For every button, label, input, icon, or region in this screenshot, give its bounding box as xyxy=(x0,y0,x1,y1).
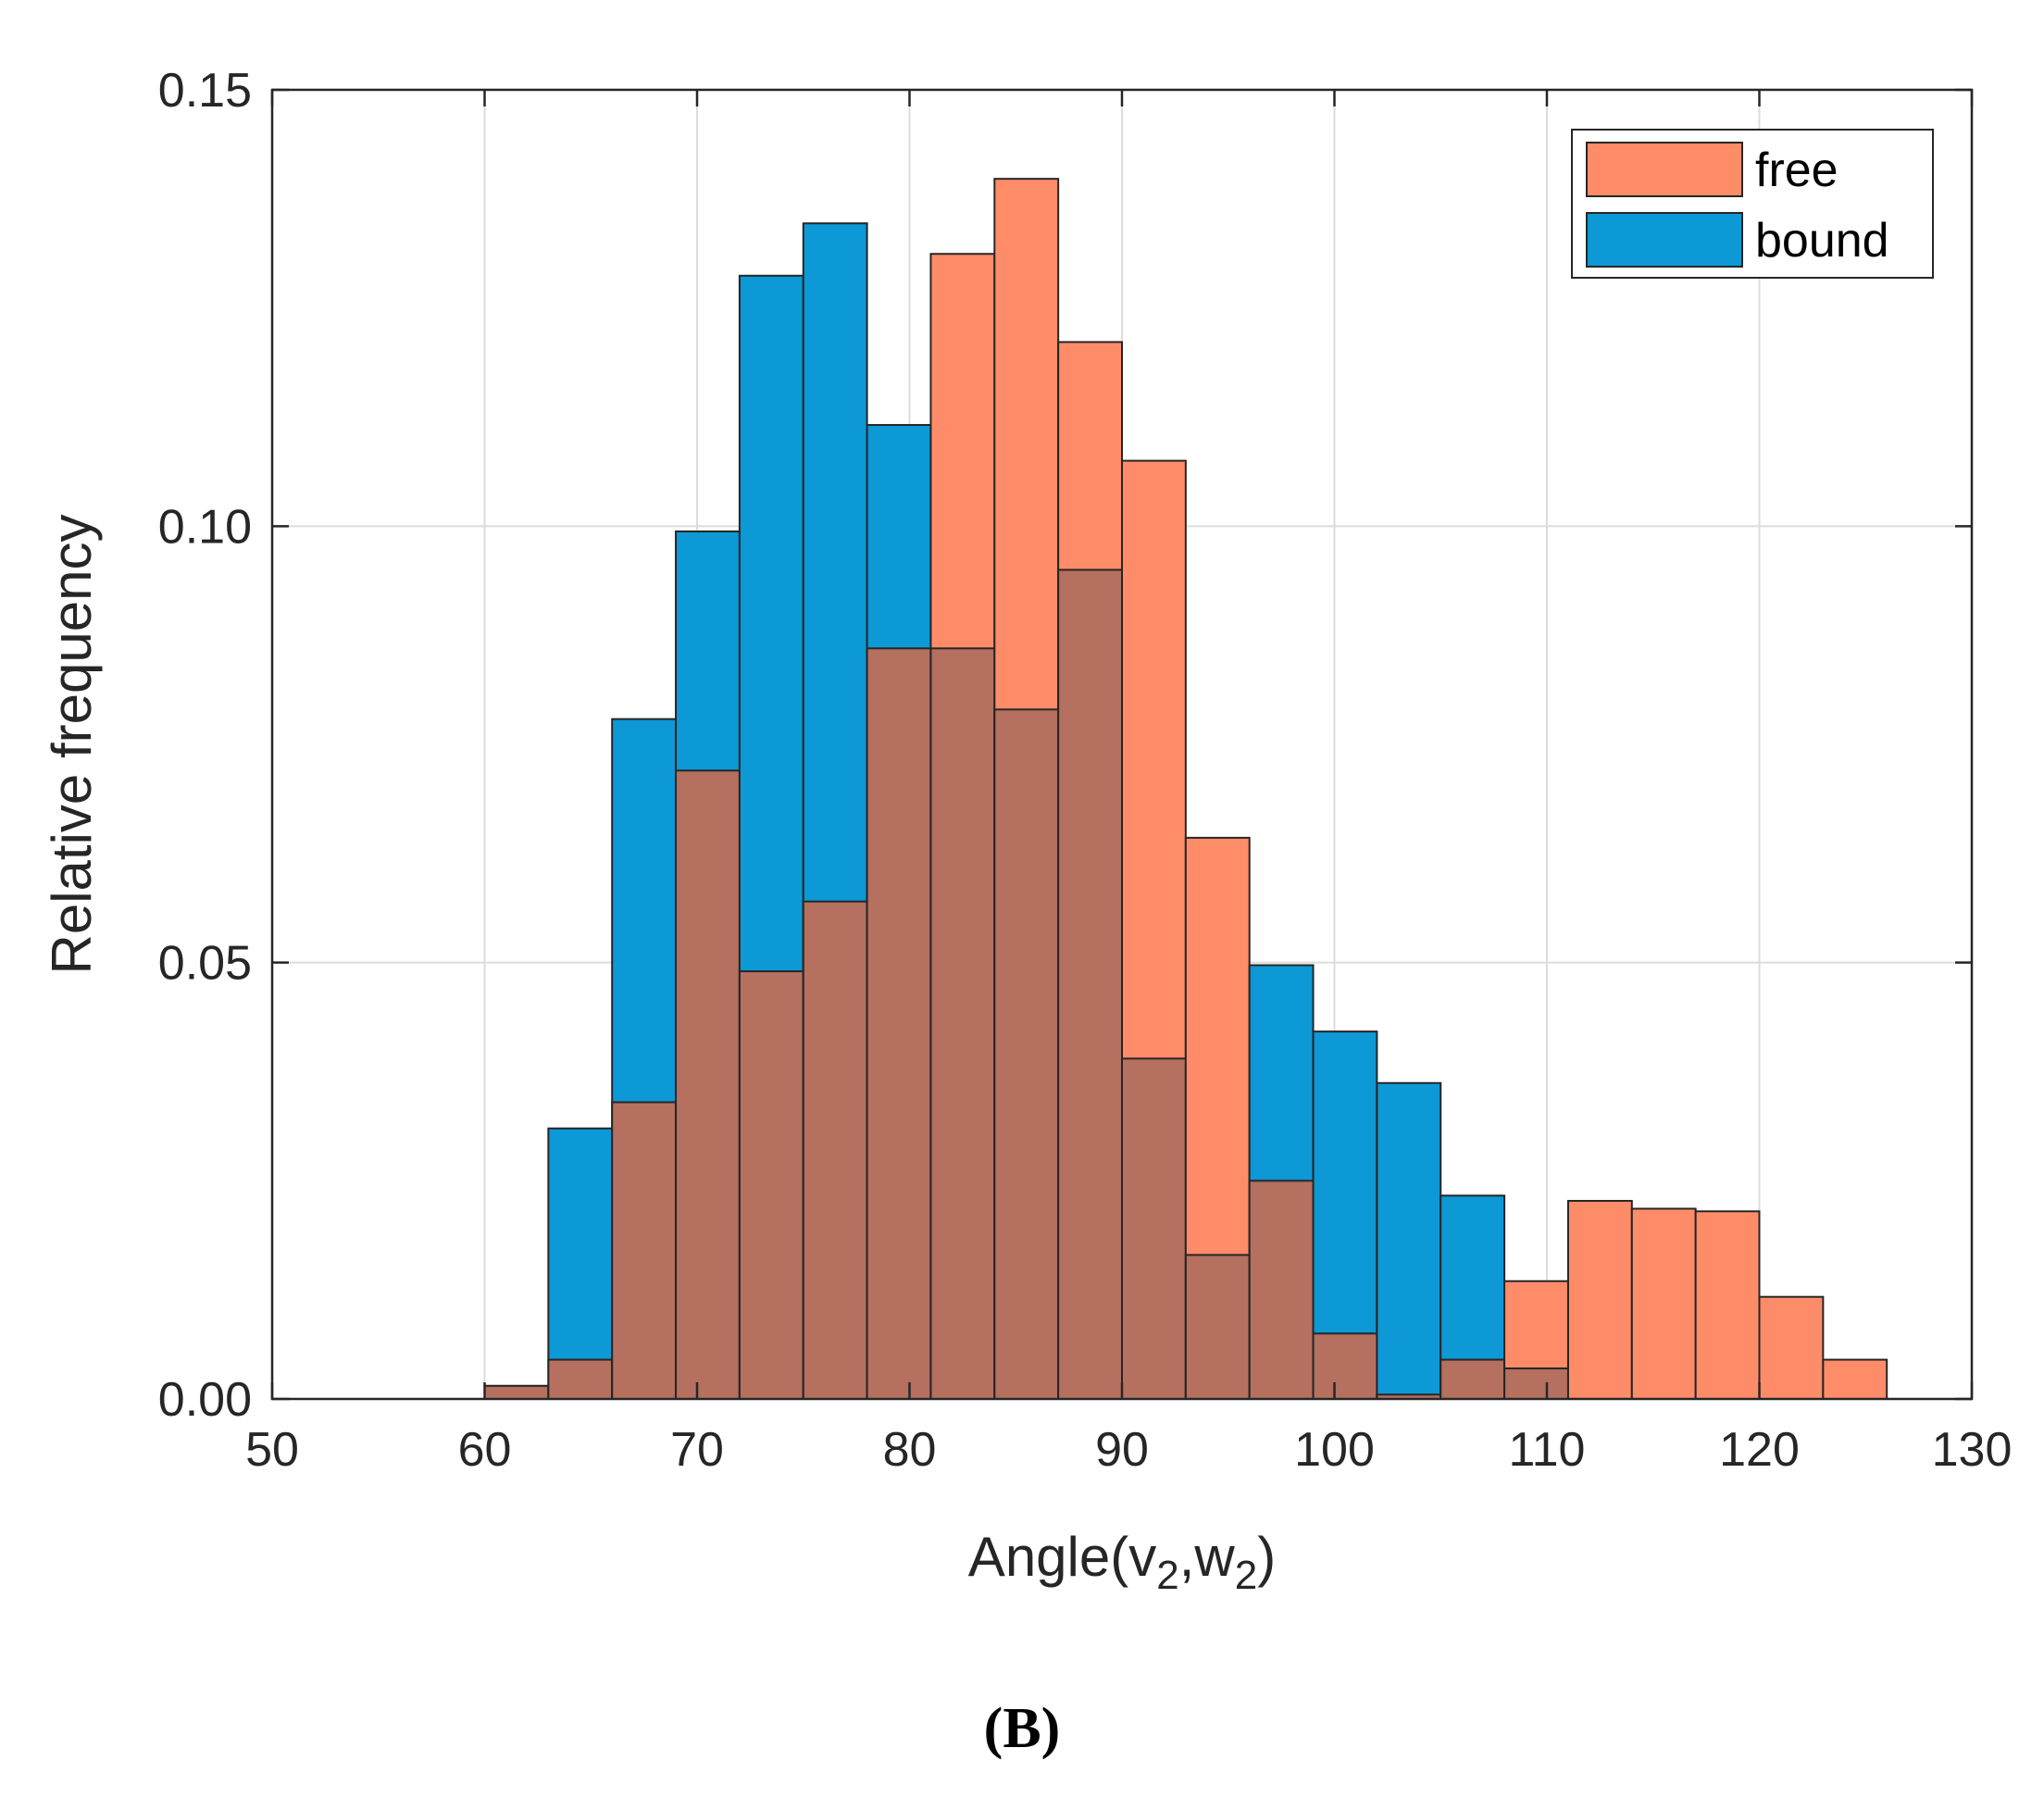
panel-label: (B) xyxy=(983,1697,1061,1760)
x-axis-tick-labels: 50 60 70 80 90 100 110 120 130 xyxy=(245,1423,2012,1477)
bar-overlap xyxy=(611,1101,678,1400)
bar-overlap xyxy=(929,647,996,1400)
bar-free xyxy=(1630,1207,1697,1400)
legend-label-bound: bound xyxy=(1755,214,1889,268)
bar-bound xyxy=(1376,1081,1442,1400)
bar-overlap xyxy=(1184,1254,1251,1400)
x-tick-label: 110 xyxy=(1509,1423,1586,1477)
x-tick-label: 130 xyxy=(1932,1423,2013,1477)
x-tick-label: 120 xyxy=(1719,1423,1800,1477)
x-tick-label: 80 xyxy=(883,1423,937,1477)
y-axis-title: Relative frequency xyxy=(41,515,103,975)
bar-free xyxy=(1566,1200,1633,1400)
bar-overlap xyxy=(675,769,741,1400)
y-axis-tick-labels: 0.00 0.05 0.10 0.15 xyxy=(158,64,252,1427)
bar-free xyxy=(1694,1210,1761,1400)
bar-overlap xyxy=(1440,1358,1506,1400)
x-tick-label: 90 xyxy=(1095,1423,1149,1477)
bar-overlap xyxy=(547,1358,614,1400)
y-tick-label: 0.05 xyxy=(158,937,252,991)
bar-overlap xyxy=(738,970,804,1401)
x-tick-label: 100 xyxy=(1294,1423,1375,1477)
bar-overlap xyxy=(1503,1367,1569,1401)
x-tick-label: 50 xyxy=(245,1423,299,1477)
bar-overlap xyxy=(1121,1057,1187,1400)
bar-overlap xyxy=(483,1384,550,1400)
bar-free xyxy=(1758,1295,1825,1401)
bar-overlap xyxy=(993,708,1060,1400)
legend-swatch-bound xyxy=(1586,212,1743,268)
bar-overlap xyxy=(802,900,868,1400)
bar-overlap xyxy=(866,647,932,1400)
x-tick-label: 70 xyxy=(670,1423,724,1477)
y-tick-label: 0.15 xyxy=(158,64,252,118)
legend-label-free: free xyxy=(1755,144,1838,197)
legend-swatch-free xyxy=(1586,142,1743,197)
x-axis-title: Angle(v2,w2) xyxy=(968,1526,1276,1598)
histogram-bars xyxy=(483,178,1888,1401)
y-tick-label: 0.10 xyxy=(158,500,252,554)
axis-ticks xyxy=(270,88,1974,1401)
x-tick-label: 60 xyxy=(458,1423,512,1477)
bar-overlap xyxy=(1057,568,1124,1400)
bar-free xyxy=(1822,1358,1888,1400)
legend: free bound xyxy=(1571,129,1934,279)
bar-overlap xyxy=(1312,1332,1378,1401)
bar-overlap xyxy=(1248,1180,1315,1401)
bar-bound xyxy=(547,1127,614,1400)
y-tick-label: 0.00 xyxy=(158,1373,252,1427)
